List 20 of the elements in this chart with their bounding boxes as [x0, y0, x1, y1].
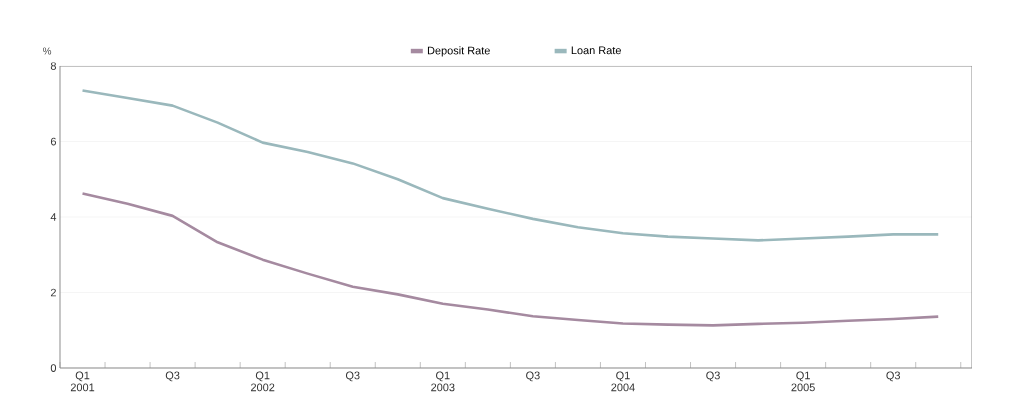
y-tick-label: 0 — [50, 364, 57, 372]
legend-label: Loan Rate — [571, 46, 621, 55]
y-tick-label: 6 — [50, 137, 56, 146]
x-tick-label: Q1 2001 — [70, 371, 95, 392]
y-tick-label: 4 — [50, 213, 57, 221]
x-tick-label: Q3 — [886, 371, 901, 382]
line-series — [81, 192, 940, 327]
y-axis-title: % — [42, 47, 52, 55]
x-tick-label: Q3 — [165, 371, 180, 382]
x-tick-label: Q3 — [706, 371, 720, 382]
y-tick-label: 8 — [50, 62, 56, 70]
line-series — [81, 89, 940, 242]
x-tick-label: Q3 — [526, 371, 540, 382]
x-tick-label: Q1 2004 — [611, 371, 635, 392]
legend-label: Deposit Rate — [427, 46, 490, 57]
x-tick-label: Q1 2005 — [791, 371, 815, 392]
x-tick-label: Q3 — [345, 371, 360, 382]
y-tick-label: 2 — [50, 288, 56, 297]
x-tick-label: Q1 2002 — [251, 371, 275, 392]
x-tick-label: Q1 2003 — [431, 371, 455, 392]
